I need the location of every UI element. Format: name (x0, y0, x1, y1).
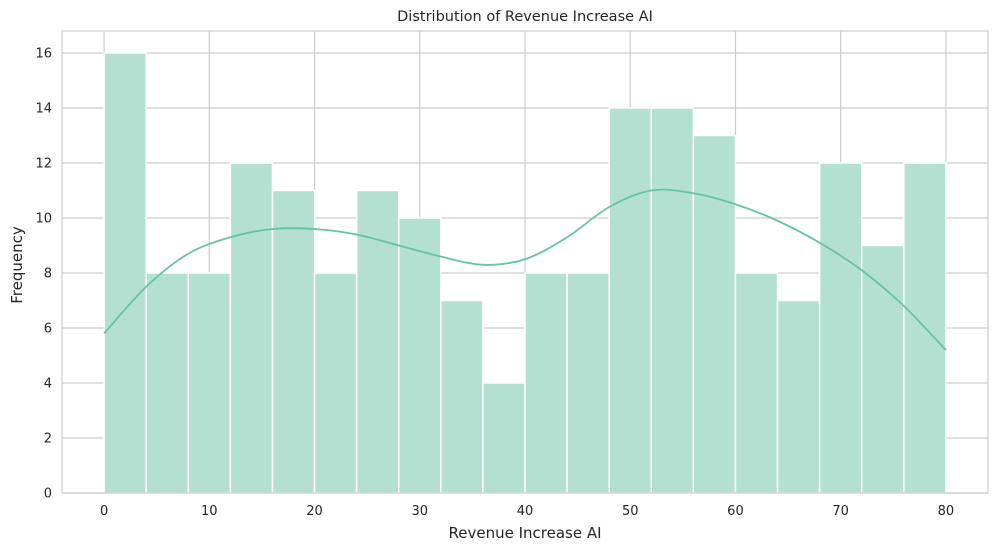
x-axis-label: Revenue Increase AI (448, 524, 601, 542)
y-tick-label: 0 (44, 487, 52, 502)
histogram-bar (650, 107, 695, 494)
histogram-bar (776, 299, 821, 494)
bars (103, 52, 947, 494)
y-tick-label: 2 (44, 432, 52, 447)
histogram-bar (482, 382, 526, 494)
histogram-bar (397, 217, 442, 494)
y-tick-label: 8 (44, 267, 52, 282)
chart-title: Distribution of Revenue Increase AI (397, 9, 653, 25)
x-tick-label: 70 (832, 504, 849, 519)
histogram-bar (103, 52, 147, 494)
y-tick-label: 16 (35, 47, 52, 62)
x-tick-label: 30 (411, 504, 428, 519)
histogram-bar (187, 272, 232, 494)
histogram-bar (524, 272, 568, 494)
y-tick-label: 10 (35, 212, 52, 227)
x-tick-label: 20 (306, 504, 323, 519)
histogram-bar (818, 162, 863, 494)
plot-border (61, 30, 989, 494)
histogram-bar (734, 272, 779, 494)
plot-frame (61, 30, 989, 494)
x-tick-label: 80 (938, 504, 955, 519)
histogram-bar (860, 244, 905, 494)
x-tick-label: 0 (100, 504, 108, 519)
histogram-bar (566, 272, 610, 494)
histogram-bar (229, 162, 274, 494)
kde-curve-group (103, 188, 947, 351)
histogram-bar (145, 272, 190, 494)
x-tick-labels: 0 10 20 30 40 50 60 70 80 (100, 504, 954, 519)
x-tick-label: 40 (517, 504, 534, 519)
y-axis-label: Frequency (8, 226, 26, 304)
kde-line (103, 188, 947, 351)
histogram-bar (440, 299, 484, 494)
y-tick-label: 14 (35, 102, 52, 117)
histogram-bar (608, 107, 653, 494)
x-tick-label: 50 (622, 504, 639, 519)
x-tick-label: 10 (201, 504, 218, 519)
histogram-bar (692, 134, 737, 494)
x-tick-label: 60 (727, 504, 744, 519)
histogram-bar (271, 189, 316, 494)
y-tick-label: 12 (35, 157, 52, 172)
y-tick-label: 6 (44, 322, 52, 337)
y-tick-labels: 0 2 4 6 8 10 12 14 16 (35, 47, 52, 502)
histogram-bar (313, 272, 358, 494)
y-tick-label: 4 (44, 377, 52, 392)
